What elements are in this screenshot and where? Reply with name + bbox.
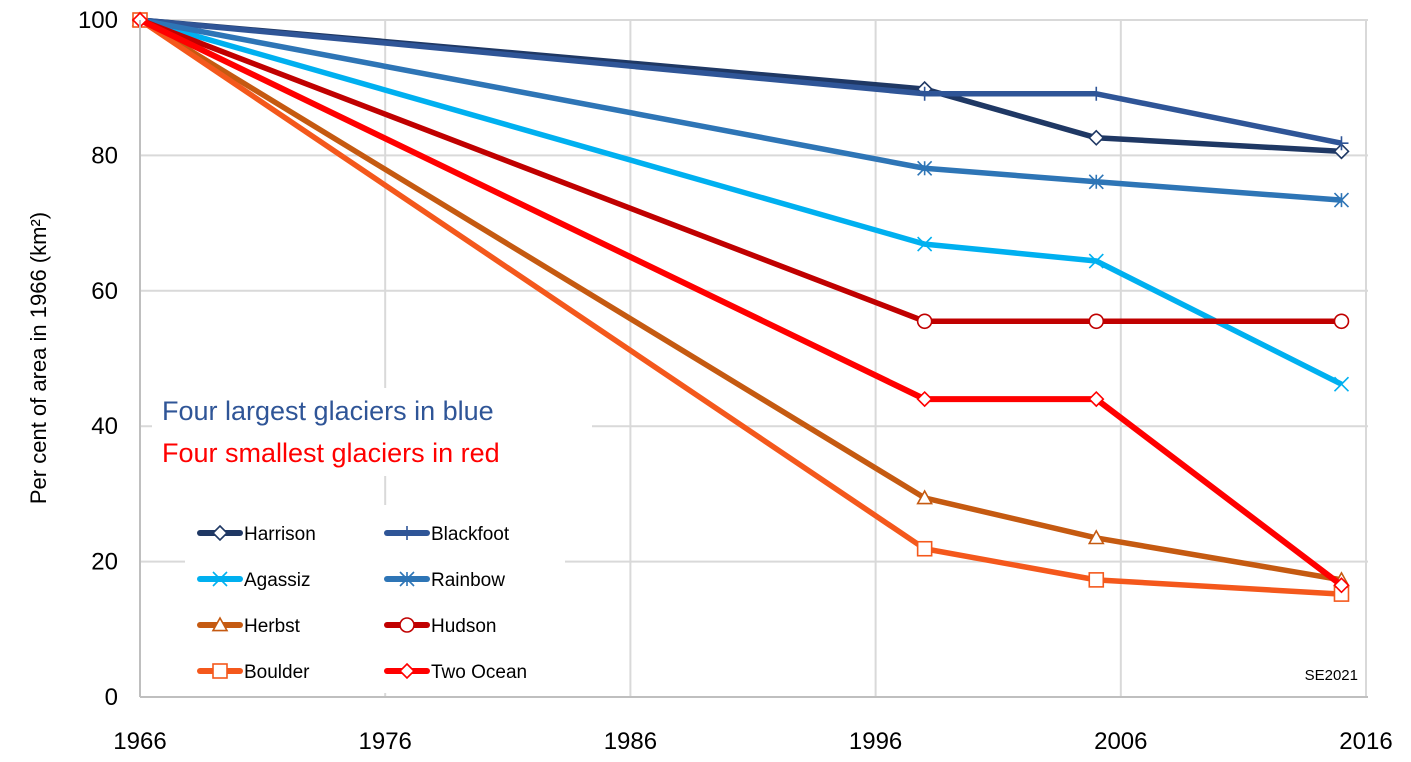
point-blackfoot (917, 86, 932, 101)
point-hudson (1333, 313, 1350, 330)
point-hudson (1088, 313, 1105, 330)
point-boulder (916, 540, 933, 557)
legend-marker-two-ocean (398, 662, 416, 680)
legend-marker-hudson (399, 617, 415, 633)
point-two-ocean (1333, 577, 1350, 594)
series-lines (131, 11, 1350, 602)
legend-item-blackfoot: Blackfoot (384, 524, 510, 545)
point-herbst (1087, 529, 1105, 545)
annotation-red: Four smallest glaciers in red (162, 438, 500, 468)
legend-label-hudson: Hudson (431, 616, 497, 637)
y-tick-label: 20 (91, 549, 118, 576)
legend-label-agassiz: Agassiz (244, 570, 311, 591)
legend-item-agassiz: Agassiz (197, 570, 311, 591)
point-agassiz (1333, 376, 1350, 392)
legend-item-hudson: Hudson (384, 616, 497, 637)
annotation-background (152, 388, 592, 476)
x-tick-label: 1966 (113, 728, 166, 755)
point-harrison (1333, 143, 1350, 160)
legend-background (185, 505, 565, 693)
legend-item-boulder: Boulder (197, 662, 310, 683)
point-two-ocean (1088, 390, 1105, 408)
legend-marker-boulder (212, 663, 228, 679)
legend-label-rainbow: Rainbow (431, 570, 505, 591)
x-tick-label: 1986 (604, 728, 657, 755)
point-blackfoot (1334, 136, 1349, 151)
credit-label: SE2021 (1305, 667, 1358, 684)
point-two-ocean (916, 390, 933, 408)
y-tick-label: 80 (91, 142, 118, 169)
legend-marker-agassiz (212, 571, 228, 587)
point-boulder (1088, 572, 1105, 588)
point-blackfoot (1089, 86, 1104, 101)
legend-marker-blackfoot (400, 526, 414, 540)
point-herbst (916, 489, 933, 505)
legend-marker-harrison (211, 524, 229, 542)
line-blackfoot (139, 17, 1343, 146)
legend-marker-rainbow (399, 571, 415, 587)
y-tick-label: 60 (91, 278, 118, 305)
legend-label-blackfoot: Blackfoot (431, 524, 510, 545)
legend: Harrison Blackfoot Agassiz Rainbow Herbst Hud… (185, 505, 565, 693)
x-tick-label: 1996 (849, 728, 902, 755)
series-agassiz (132, 12, 1350, 392)
axes: 0 20 40 60 80 100 1966 1976 1986 1996 2006 2016 (78, 7, 1393, 755)
line-boulder (138, 17, 1342, 597)
x-tick-label: 2016 (1339, 728, 1392, 755)
line-hudson (139, 17, 1342, 325)
point-harrison (1088, 129, 1105, 146)
legend-item-harrison: Harrison (197, 524, 316, 545)
line-herbst (138, 17, 1342, 583)
y-tick-label: 0 (105, 684, 118, 711)
legend-item-two-ocean: Two Ocean (384, 662, 527, 683)
y-axis-label: Per cent of area in 1966 (km²) (26, 212, 51, 504)
point-rainbow (1333, 192, 1350, 208)
legend-item-herbst: Herbst (197, 616, 301, 637)
legend-label-harrison: Harrison (244, 524, 316, 545)
point-agassiz (917, 236, 933, 252)
y-tick-label: 40 (91, 413, 118, 440)
y-tick-label: 100 (78, 7, 118, 34)
line-rainbow (139, 17, 1342, 203)
annotation-blue: Four largest glaciers in blue (162, 396, 494, 426)
legend-item-rainbow: Rainbow (384, 570, 505, 591)
point-rainbow (917, 160, 933, 176)
series-hudson (132, 12, 1350, 330)
line-two-ocean (138, 17, 1344, 588)
point-rainbow (1088, 174, 1104, 190)
series-herbst (131, 11, 1350, 587)
legend-label-herbst: Herbst (244, 616, 301, 637)
legend-marker-herbst (211, 616, 229, 632)
point-agassiz (1088, 253, 1104, 269)
x-tick-label: 2006 (1094, 728, 1147, 755)
x-tick-label: 1976 (359, 728, 412, 755)
legend-label-boulder: Boulder (244, 662, 310, 683)
point-hudson (916, 313, 933, 330)
legend-label-two-ocean: Two Ocean (431, 662, 527, 683)
